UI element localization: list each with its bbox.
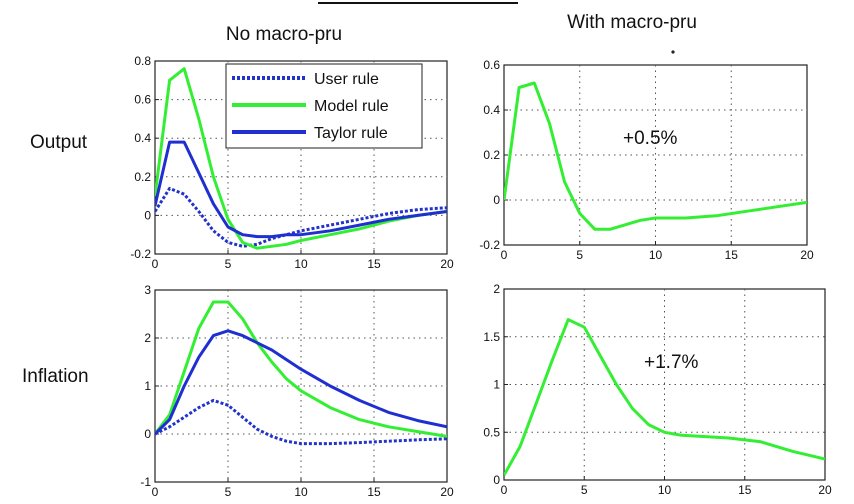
x-tick-label: 0 [501,483,508,497]
y-tick-label: 2 [493,282,500,296]
y-tick-label: -0.2 [130,247,151,261]
x-tick-label: 5 [225,485,232,499]
y-tick-label: 0.4 [483,103,500,117]
x-tick-label: 20 [800,248,814,262]
annotation-label: +1.7% [644,352,699,373]
x-tick-label: 0 [152,257,159,271]
y-tick-label: 0 [493,193,500,207]
y-tick-label: 1 [493,378,500,392]
x-tick-label: 15 [367,257,381,271]
x-tick-label: 5 [581,483,588,497]
x-tick-label: 20 [440,257,454,271]
y-tick-label: 1.5 [483,330,500,344]
x-tick-label: 15 [367,485,381,499]
series-line-user-rule [155,186,447,248]
x-tick-label: 15 [738,483,752,497]
y-tick-label: -0.2 [479,238,500,252]
series-line-model-rule [155,300,447,438]
y-tick-label: 0.2 [134,170,151,184]
series-line-main [504,81,807,231]
stray-dot [671,50,675,54]
chart-inflation-macro: 0 5 10 15 20 0 0.5 1 1.5 2 +1.7% [483,282,832,497]
chart-output-macro: 0 5 10 15 20-0.200.20.40.6+0.5% [479,58,814,262]
legend-label: Taylor rule [314,125,388,142]
y-tick-label: 2 [144,331,151,345]
x-tick-label: 10 [658,483,672,497]
y-tick-label: 0.4 [134,131,151,145]
series-line-taylor-rule [155,329,447,436]
legend: User rule Model rule Taylor rule [225,63,423,149]
x-tick-label: 5 [576,248,583,262]
x-tick-label: 15 [725,248,739,262]
series-line-user-rule [155,398,447,446]
col-title-right: With macro-pru [567,12,697,33]
y-tick-label: 0.2 [483,148,500,162]
y-tick-label: 0 [144,427,151,441]
y-tick-label: 0.6 [483,58,500,72]
x-tick-label: 10 [294,485,308,499]
y-tick-label: 0 [144,208,151,222]
annotation-label: +0.5% [623,128,678,149]
x-tick-label: 10 [294,257,308,271]
y-tick-label: 0.8 [134,54,151,68]
x-tick-label: 0 [152,485,159,499]
x-tick-label: 0 [501,248,508,262]
series-line-main [504,318,825,476]
y-tick-label: 3 [144,283,151,297]
y-tick-label: 0 [493,473,500,487]
legend-label: User rule [314,71,379,88]
y-tick-label: -1 [140,475,151,489]
y-tick-label: 0.5 [483,425,500,439]
col-title-left: No macro-pru [226,24,342,45]
y-tick-label: 0.6 [134,93,151,107]
series-line-model-rule [155,67,447,250]
row-label-output: Output [30,132,88,153]
x-tick-label: 20 [818,483,832,497]
y-tick-label: 1 [144,379,151,393]
legend-label: Model rule [314,98,389,115]
series-line-taylor-rule [155,140,447,239]
x-tick-label: 10 [649,248,663,262]
x-tick-label: 5 [225,257,232,271]
x-tick-label: 20 [440,485,454,499]
row-label-inflation: Inflation [22,366,89,387]
